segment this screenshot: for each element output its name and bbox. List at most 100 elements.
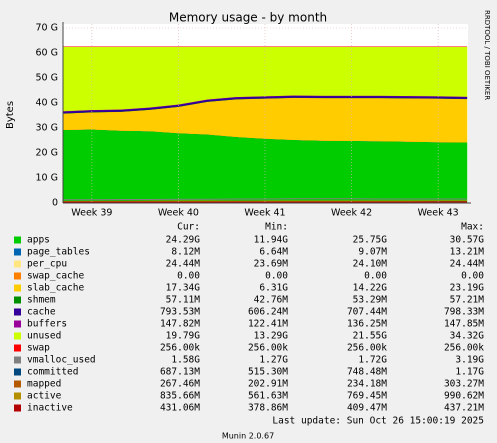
legend-label: unused <box>27 331 61 342</box>
legend-stat: 835.66M <box>160 391 200 402</box>
legend-swatch <box>14 404 21 412</box>
x-tick-label: Week 39 <box>71 208 112 219</box>
legend-stat: 0.00 <box>364 271 387 282</box>
legend-swatch <box>14 260 21 268</box>
legend-label: swap <box>27 343 50 354</box>
legend-swatch <box>14 380 21 388</box>
legend-stat: 303.27M <box>444 379 484 390</box>
legend-stat: 42.76M <box>254 295 289 306</box>
legend-label: committed <box>27 367 78 378</box>
legend-stat: 9.07M <box>358 247 387 258</box>
legend-stat: 1.72G <box>358 355 387 366</box>
x-tick-label: Week 43 <box>418 208 459 219</box>
legend-stat: 25.75G <box>353 235 388 246</box>
legend-stat: 24.10M <box>353 259 388 270</box>
legend-stat: 24.44M <box>166 259 201 270</box>
legend-stat: 23.69M <box>254 259 289 270</box>
legend-stat: 409.47M <box>347 403 387 414</box>
y-axis-label: Bytes <box>5 101 16 129</box>
legend-stat: 256.00k <box>248 343 288 354</box>
legend-stat: 256.00k <box>444 343 484 354</box>
legend-stat: 8.12M <box>171 247 200 258</box>
legend-label: buffers <box>27 319 67 330</box>
legend-stat: 202.91M <box>248 379 288 390</box>
legend-stat: 34.32G <box>450 331 485 342</box>
footer: Last update: Sun Oct 26 15:00:19 2025 <box>272 416 484 427</box>
legend-swatch <box>14 356 21 364</box>
legend-stat: 687.13M <box>160 367 200 378</box>
legend-stat: 30.57G <box>450 235 485 246</box>
legend-swatch <box>14 332 21 340</box>
legend-stat: 6.64M <box>259 247 288 258</box>
legend-label: per_cpu <box>27 259 67 270</box>
legend-swatch <box>14 320 21 328</box>
legend-stat: 11.94G <box>254 235 289 246</box>
version: Munin 2.0.67 <box>222 432 274 441</box>
legend-stat: 437.21M <box>444 403 484 414</box>
legend-stat: 21.55G <box>353 331 388 342</box>
legend-label: cache <box>27 307 56 318</box>
legend-stat: 793.53M <box>160 307 200 318</box>
legend-swatch <box>14 368 21 376</box>
legend-label: mapped <box>27 379 61 390</box>
chart-title: Memory usage - by month <box>169 11 327 25</box>
legend-swatch <box>14 344 21 352</box>
x-tick-label: Week 40 <box>158 208 199 219</box>
legend-swatch <box>14 236 21 244</box>
legend-label: swap_cache <box>27 271 84 282</box>
x-tick-label: Week 42 <box>331 208 372 219</box>
y-tick-label: 20 G <box>36 148 58 159</box>
legend-swatch <box>14 248 21 256</box>
legend-stat: 147.85M <box>444 319 484 330</box>
legend-stat: 748.48M <box>347 367 387 378</box>
legend-stat: 23.19G <box>450 283 485 294</box>
legend-stat: 1.17G <box>455 367 484 378</box>
legend-header: Min: <box>265 222 288 233</box>
legend-label: shmem <box>27 295 56 306</box>
y-tick-label: 10 G <box>36 173 58 184</box>
legend-stat: 57.21M <box>450 295 485 306</box>
legend-stat: 769.45M <box>347 391 387 402</box>
legend-header: Cur: <box>177 222 200 233</box>
legend-label: inactive <box>27 403 73 414</box>
legend-stat: 19.79G <box>166 331 201 342</box>
legend-stat: 561.63M <box>248 391 288 402</box>
legend-stat: 0.00 <box>177 271 200 282</box>
legend-stat: 136.25M <box>347 319 387 330</box>
legend-stat: 14.22G <box>353 283 388 294</box>
legend-stat: 515.30M <box>248 367 288 378</box>
legend-swatch <box>14 296 21 304</box>
legend-stat: 431.06M <box>160 403 200 414</box>
y-tick-label: 50 G <box>36 73 58 84</box>
legend-swatch <box>14 284 21 292</box>
legend-stat: 256.00k <box>160 343 200 354</box>
legend-stat: 6.31G <box>259 283 288 294</box>
legend-stat: 3.19G <box>455 355 484 366</box>
legend-stat: 0.00 <box>265 271 288 282</box>
legend-stat: 798.33M <box>444 307 484 318</box>
y-tick-label: 30 G <box>36 123 58 134</box>
legend-stat: 606.24M <box>248 307 288 318</box>
legend-stat: 1.58G <box>171 355 200 366</box>
legend-stat: 13.29G <box>254 331 289 342</box>
legend-label: active <box>27 391 62 402</box>
legend-stat: 147.82M <box>160 319 200 330</box>
legend-swatch <box>14 392 21 400</box>
legend-label: page_tables <box>27 247 90 258</box>
legend-stat: 24.29G <box>166 235 201 246</box>
y-tick-label: 40 G <box>36 98 58 109</box>
legend-stat: 13.21M <box>450 247 485 258</box>
legend-stat: 256.00k <box>347 343 387 354</box>
legend-swatch <box>14 272 21 280</box>
legend-stat: 53.29M <box>353 295 388 306</box>
legend-label: apps <box>27 235 50 246</box>
legend-label: slab_cache <box>27 283 84 294</box>
x-tick-label: Week 41 <box>244 208 285 219</box>
legend-stat: 57.11M <box>166 295 201 306</box>
y-tick-label: 0 <box>52 198 58 209</box>
legend-stat: 234.18M <box>347 379 387 390</box>
legend-header: Max: <box>461 222 484 233</box>
legend-stat: 990.62M <box>444 391 484 402</box>
side-label: RRDTOOL / TOBI OETIKER <box>483 10 491 100</box>
